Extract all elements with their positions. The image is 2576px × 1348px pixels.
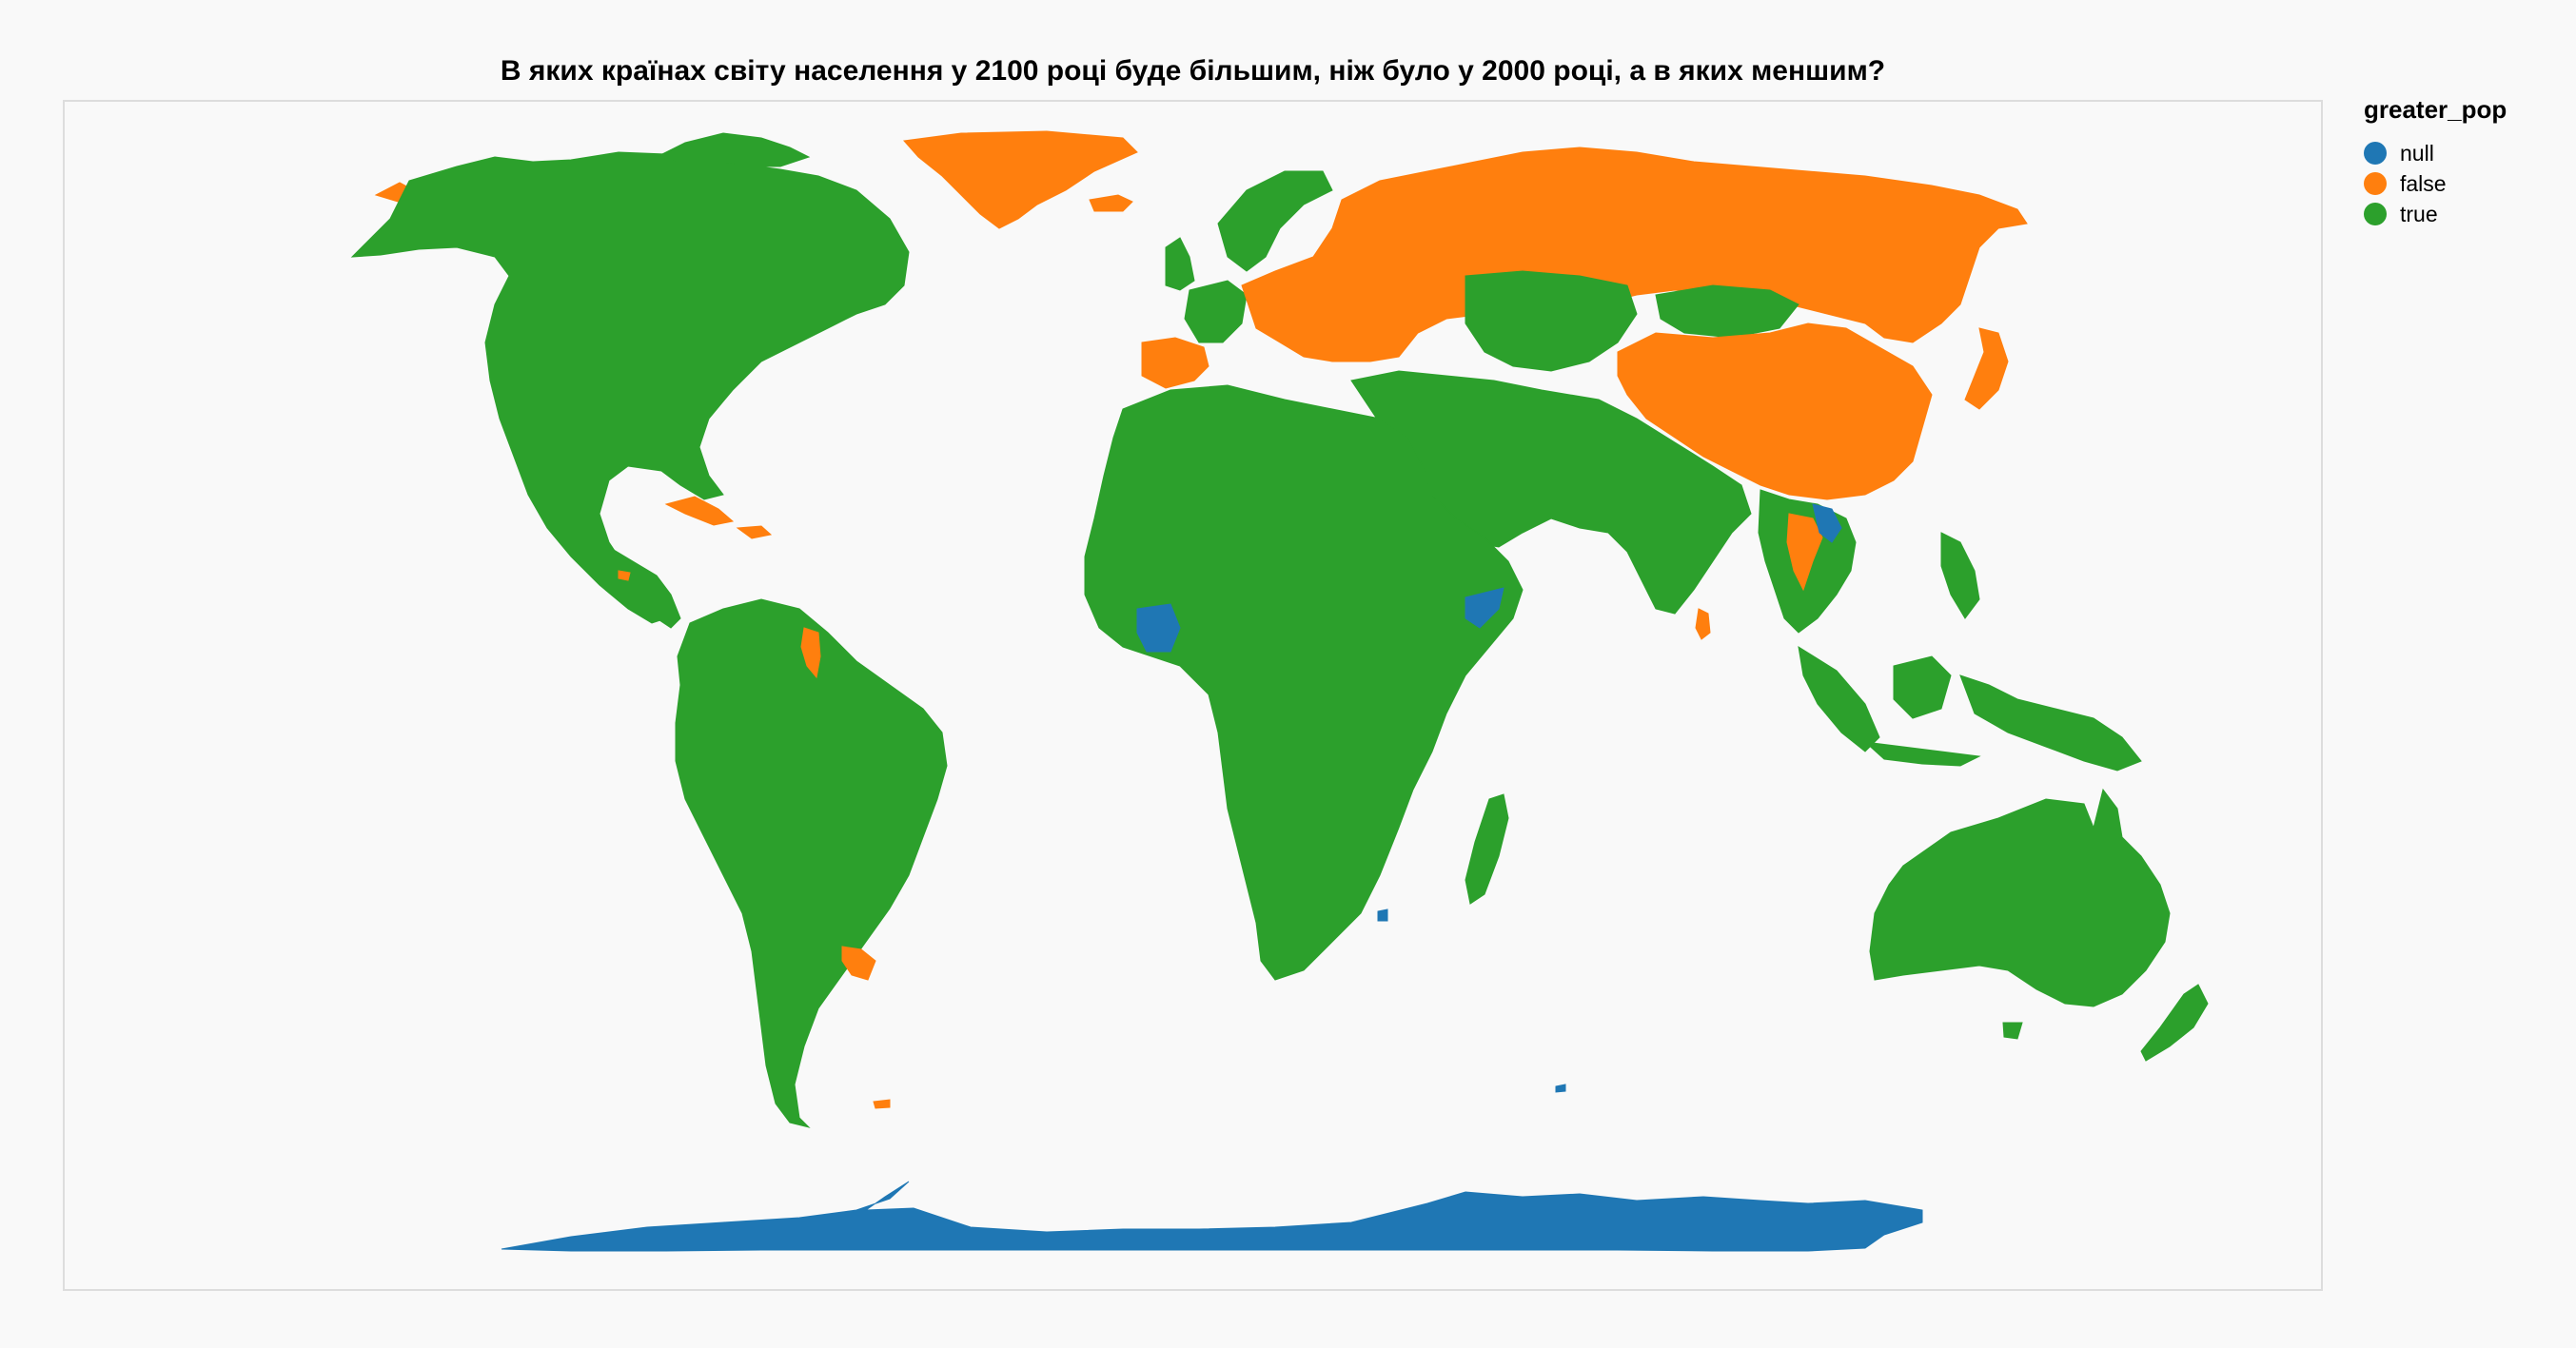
legend: greater_pop null false true bbox=[2364, 95, 2564, 229]
legend-item-true: true bbox=[2364, 199, 2564, 229]
region-sulawesi-new-guinea bbox=[1959, 674, 2142, 772]
region-antarctica bbox=[501, 1181, 1923, 1252]
legend-label-null: null bbox=[2400, 140, 2434, 166]
region-philippines bbox=[1940, 532, 1980, 619]
region-cuba bbox=[664, 496, 735, 526]
legend-swatch-true bbox=[2364, 203, 2387, 225]
region-eswatini bbox=[1377, 908, 1388, 922]
region-arctic-islands bbox=[655, 132, 811, 167]
region-china bbox=[1617, 322, 1933, 500]
region-tasmania bbox=[2002, 1022, 2023, 1040]
legend-label-true: true bbox=[2400, 201, 2438, 226]
region-central-america-small bbox=[618, 570, 631, 581]
region-japan bbox=[1964, 327, 2009, 410]
legend-title: greater_pop bbox=[2364, 95, 2507, 124]
map-title: В яких країнах світу населення у 2100 ро… bbox=[500, 55, 1886, 87]
region-mongolia bbox=[1655, 284, 1799, 339]
region-indonesia bbox=[1798, 645, 1880, 752]
region-indonesia-south bbox=[1863, 741, 1981, 767]
region-scandinavia bbox=[1217, 170, 1333, 272]
region-madagascar bbox=[1465, 793, 1509, 905]
region-central-america bbox=[608, 545, 681, 629]
region-new-zealand bbox=[2140, 984, 2209, 1062]
region-central-asia bbox=[1465, 270, 1638, 372]
region-greenland bbox=[903, 130, 1138, 229]
region-somalia bbox=[1465, 587, 1504, 629]
region-western-europe bbox=[1184, 280, 1248, 343]
region-iceland bbox=[1089, 194, 1133, 212]
region-uk bbox=[1165, 237, 1195, 291]
legend-item-false: false bbox=[2364, 168, 2564, 199]
legend-label-false: false bbox=[2400, 170, 2447, 196]
region-laos bbox=[1812, 503, 1842, 543]
region-russia-east-europe bbox=[1241, 147, 2028, 362]
region-north-america bbox=[350, 151, 910, 624]
region-iberia bbox=[1141, 337, 1209, 389]
region-falklands bbox=[873, 1099, 891, 1109]
legend-item-null: null bbox=[2364, 138, 2564, 168]
region-guyana bbox=[800, 627, 821, 679]
region-thailand bbox=[1786, 513, 1823, 592]
region-hispaniola bbox=[736, 525, 773, 539]
legend-swatch-false bbox=[2364, 172, 2387, 195]
region-uruguay bbox=[841, 946, 876, 981]
region-africa bbox=[1084, 384, 1524, 981]
region-sri-lanka bbox=[1695, 608, 1711, 640]
region-borneo bbox=[1893, 655, 1952, 719]
region-south-america bbox=[675, 598, 948, 1128]
region-cote-divoire bbox=[1136, 603, 1181, 653]
region-australia bbox=[1869, 788, 2171, 1007]
region-indian-ocean-island bbox=[1555, 1084, 1566, 1093]
legend-swatch-null bbox=[2364, 142, 2387, 165]
